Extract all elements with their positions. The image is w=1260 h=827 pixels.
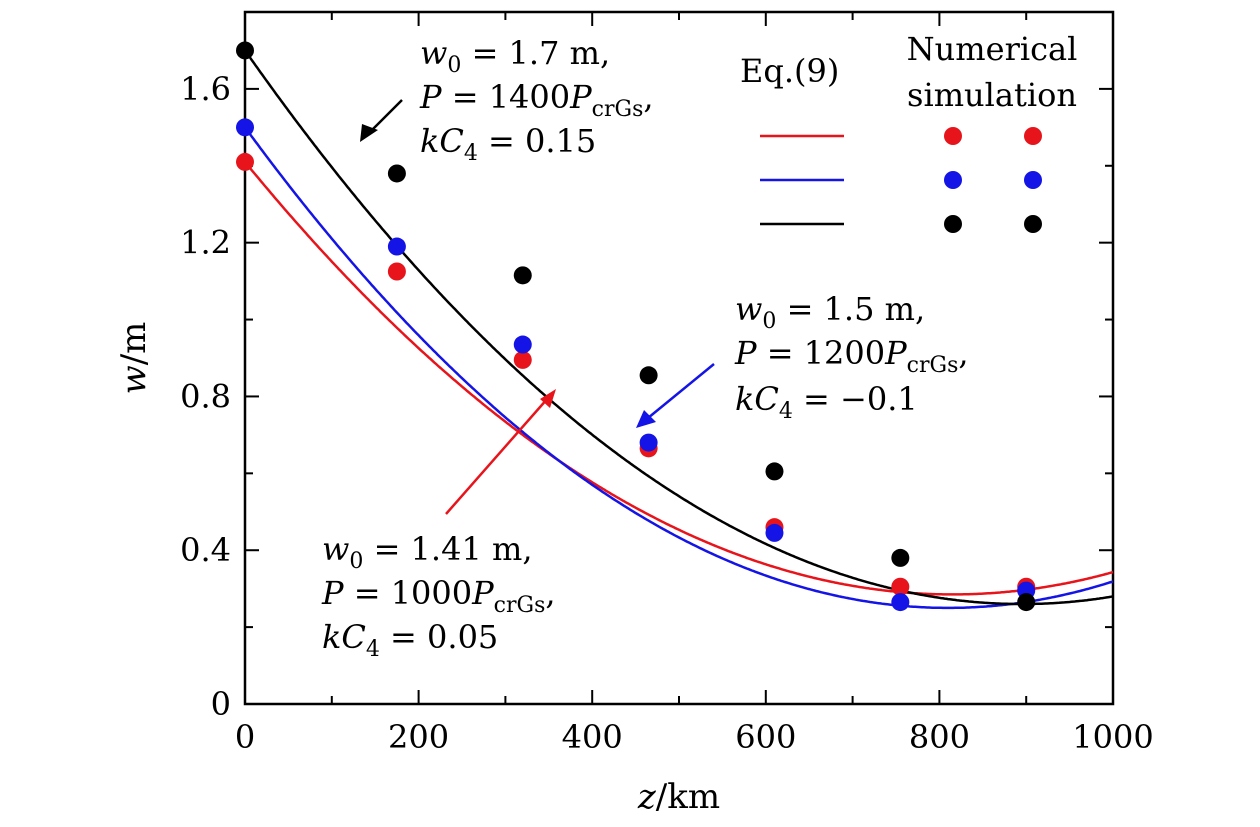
svg-text:P = 1200PcrGs,: P = 1200PcrGs, — [734, 334, 969, 378]
annotation-arrowhead-series-3 — [360, 124, 378, 142]
series-2-point — [639, 433, 658, 452]
series-2-point — [891, 593, 910, 612]
legend-line-header: Eq.(9) — [740, 52, 839, 90]
legend-marker-2 — [1024, 171, 1042, 189]
y-tick-labels: 0 0.4 0.8 1.2 1.6 — [180, 70, 231, 723]
series-1-point — [236, 152, 254, 171]
series-2-point — [513, 335, 532, 354]
annotation-series-3: w0 = 1.7 m, P = 1400PcrGs, kC4 = 0.15 — [360, 34, 654, 166]
legend-marker-2 — [944, 171, 962, 189]
annotation-arrow-series-2 — [647, 363, 715, 419]
annotation-arrowhead-series-2 — [636, 410, 656, 428]
svg-text:kC4 = 0.15: kC4 = 0.15 — [420, 122, 596, 166]
legend-marker-1 — [1024, 127, 1042, 145]
series-3-point — [1017, 593, 1036, 612]
series-1-point — [387, 262, 406, 281]
svg-text:P = 1000PcrGs,: P = 1000PcrGs, — [321, 574, 556, 618]
annotation-series-2: w0 = 1.5 m, P = 1200PcrGs, kC4 = −0.1 — [636, 290, 969, 428]
series-3-point — [639, 366, 658, 385]
svg-text:w0 = 1.5 m,: w0 = 1.5 m, — [735, 290, 925, 334]
y-tick-label: 1.6 — [180, 70, 231, 108]
svg-text:kC4 = 0.05: kC4 = 0.05 — [322, 618, 498, 662]
annotation-arrowhead-series-1 — [540, 389, 556, 408]
legend-marker-1 — [944, 127, 962, 145]
annotation-series-1: w0 = 1.41 m, P = 1000PcrGs, kC4 = 0.05 — [321, 389, 556, 662]
x-tick-label: 600 — [735, 718, 796, 756]
y-tick-label: 0.4 — [180, 531, 231, 569]
series-points — [236, 41, 1036, 612]
svg-text:kC4 = −0.1: kC4 = −0.1 — [735, 380, 918, 424]
series-line-2 — [243, 126, 1114, 610]
svg-text:w0 = 1.7 m,: w0 = 1.7 m, — [420, 34, 610, 78]
legend-marker-3 — [944, 215, 962, 233]
legend: Eq.(9) Numerical simulation — [740, 30, 1077, 233]
legend-points-header-2: simulation — [907, 76, 1077, 114]
x-tick-labels: 0 200 400 600 800 1000 — [235, 718, 1154, 756]
series-3-point — [765, 462, 784, 481]
series-2-point — [387, 237, 406, 256]
svg-text:P = 1400PcrGs,: P = 1400PcrGs, — [419, 78, 654, 122]
series-2-point — [765, 523, 784, 542]
y-tick-label: 0 — [211, 685, 231, 723]
series-3-point — [236, 41, 254, 60]
y-tick-label: 1.2 — [180, 224, 231, 262]
svg-text:w0 = 1.41 m,: w0 = 1.41 m, — [322, 530, 532, 574]
x-axis-label: z/km — [637, 777, 720, 817]
series-3-point — [513, 266, 532, 285]
series-1-point — [891, 577, 910, 596]
legend-points-header-1: Numerical — [907, 30, 1078, 68]
series-3-point — [891, 548, 910, 567]
annotation-arrow-series-1 — [445, 397, 549, 515]
annotation-arrow-series-3 — [367, 99, 403, 135]
legend-marker-3 — [1024, 215, 1042, 233]
x-tick-label: 200 — [388, 718, 449, 756]
series-lines — [243, 49, 1114, 610]
series-line-1 — [244, 161, 1114, 596]
series-3-point — [387, 164, 406, 183]
x-tick-label: 0 — [235, 718, 255, 756]
series-2-point — [236, 118, 254, 137]
y-axis-label: w/m — [114, 322, 154, 395]
series-line-3 — [243, 49, 1114, 606]
series-1-point — [513, 350, 532, 369]
x-tick-label: 800 — [909, 718, 970, 756]
x-tick-label: 400 — [562, 718, 623, 756]
y-tick-label: 0.8 — [180, 377, 231, 415]
x-tick-label: 1000 — [1072, 718, 1153, 756]
